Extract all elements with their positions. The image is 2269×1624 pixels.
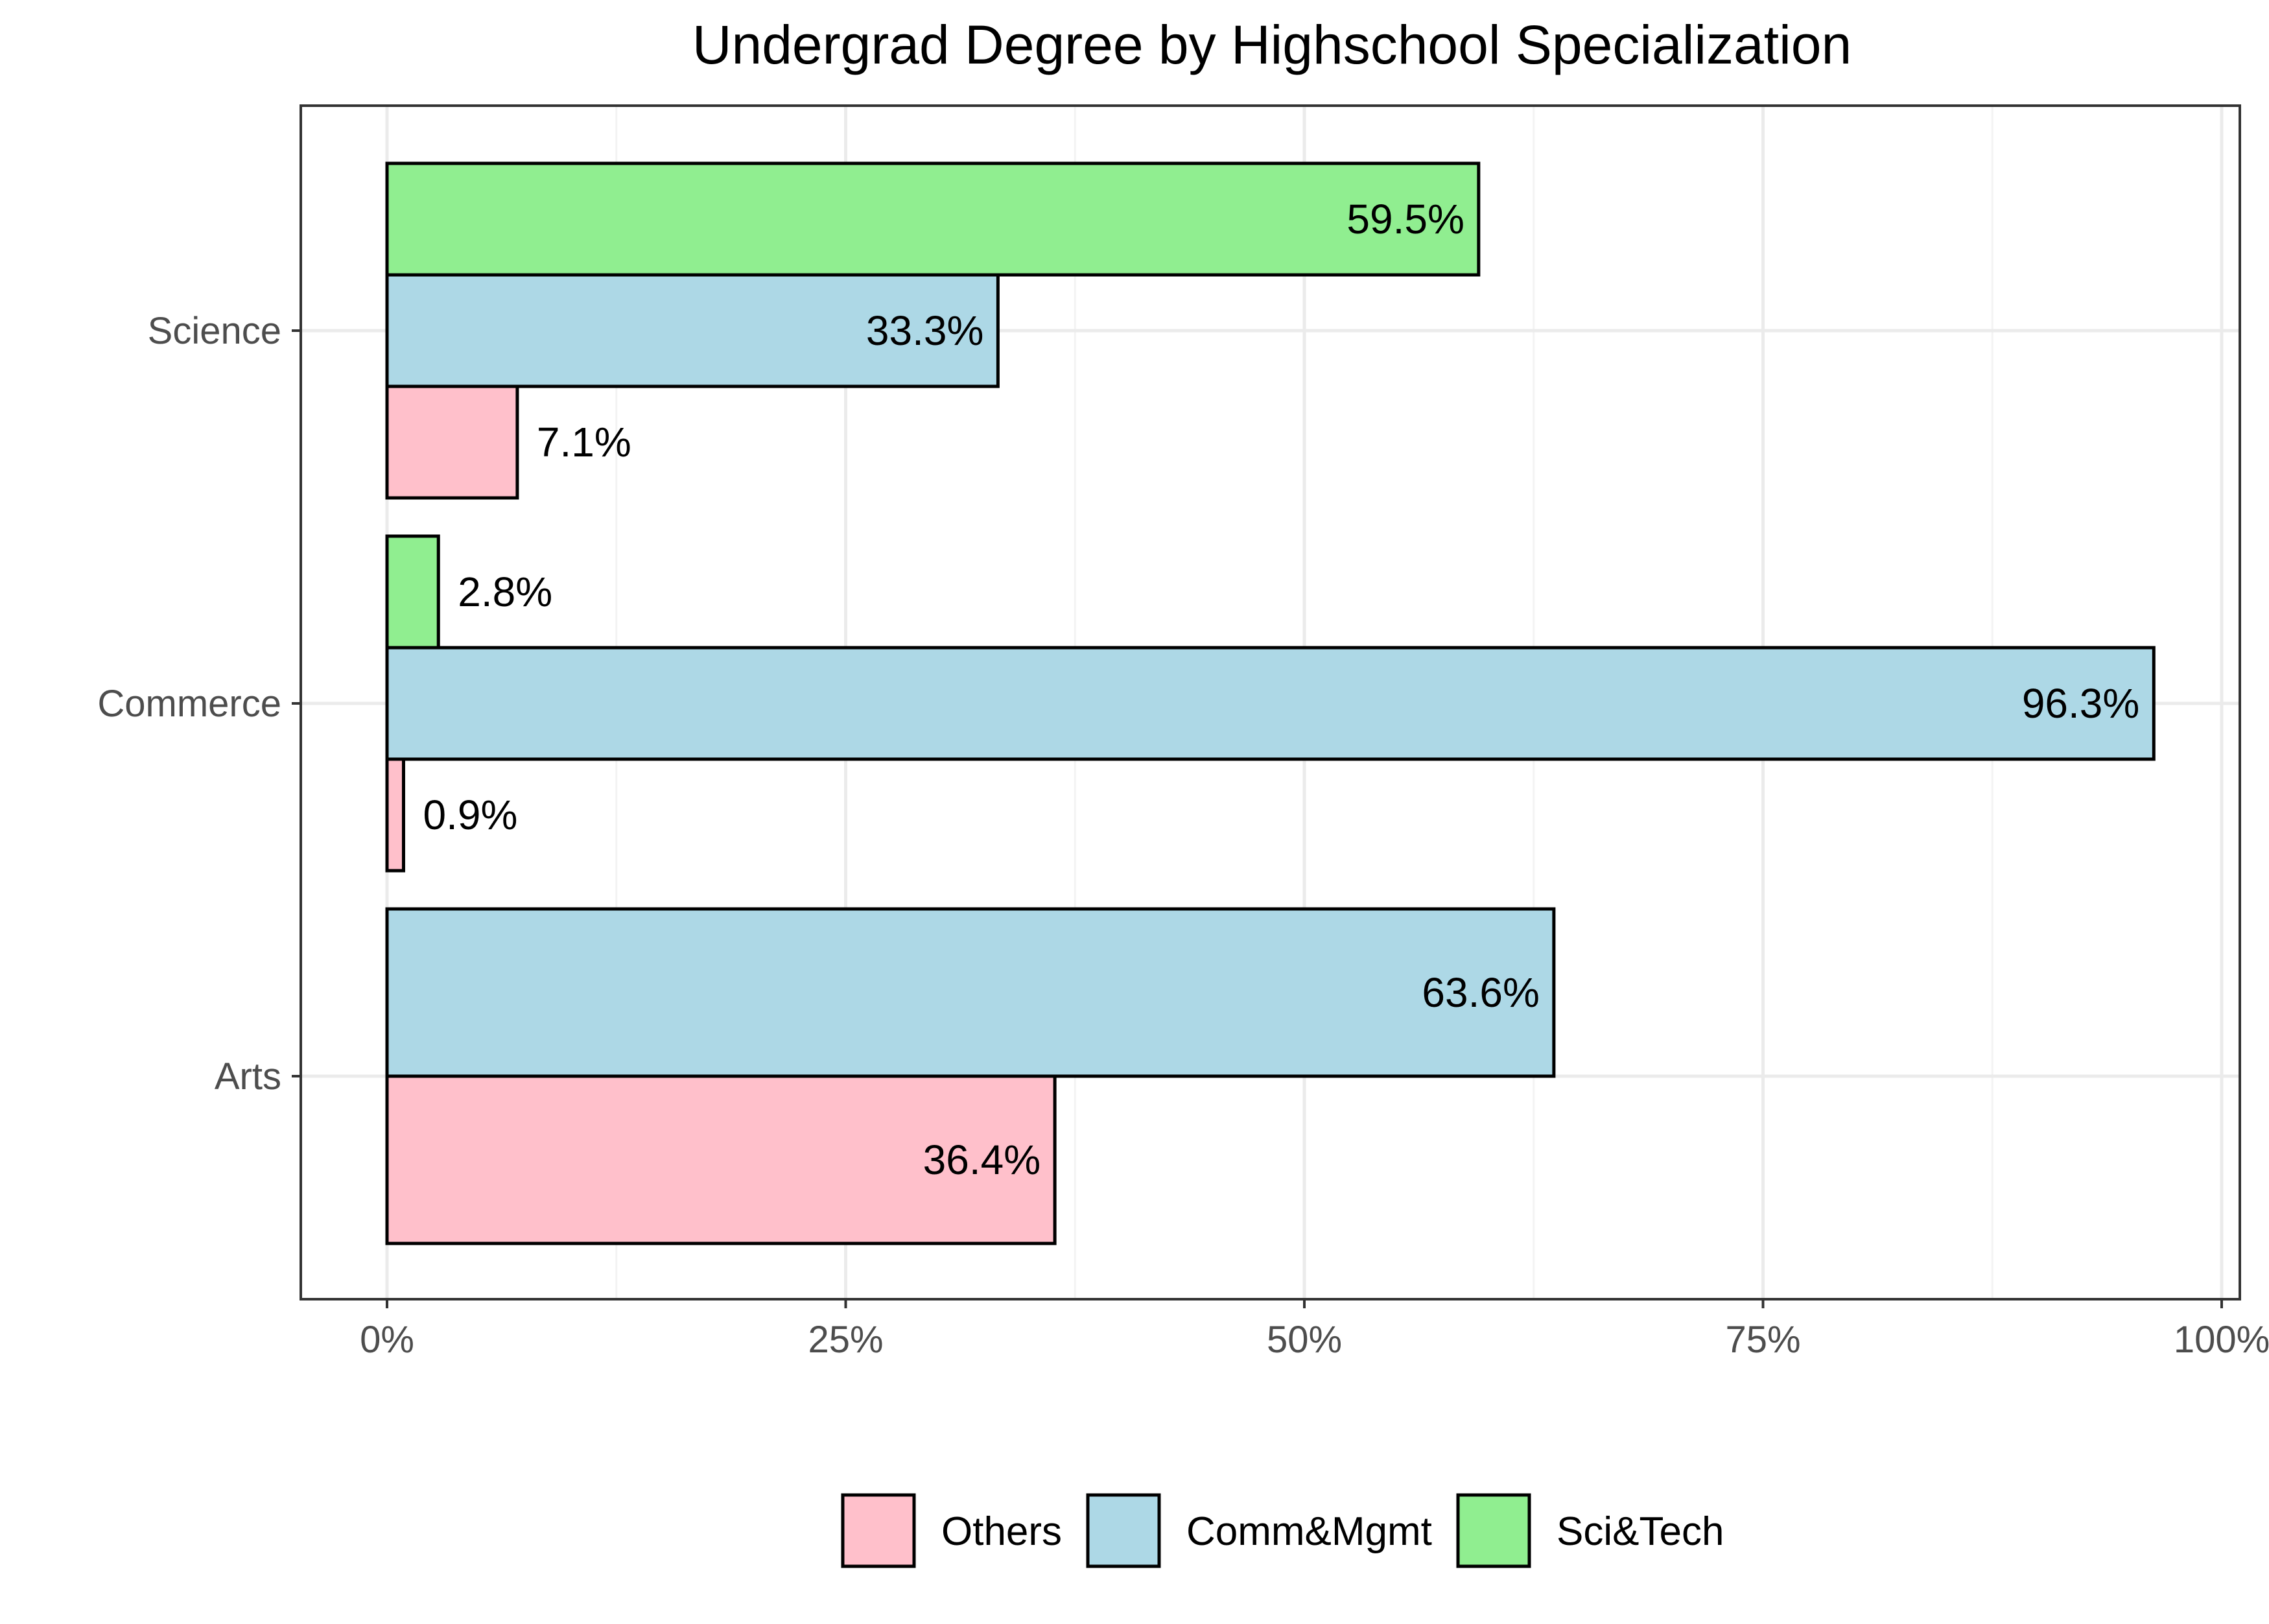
bar-arts-comm-mgmt <box>385 907 1556 1078</box>
bar-label-commerce-comm-mgmt: 96.3% <box>2022 680 2139 727</box>
x-tick-label: 75% <box>1725 1319 1800 1361</box>
bar-arts-others <box>385 1074 1057 1245</box>
x-tick-label: 25% <box>808 1319 883 1361</box>
bars <box>385 161 2156 1245</box>
x-tick-label: 100% <box>2174 1319 2269 1361</box>
bar-label-science-sci-tech: 59.5% <box>1346 196 1464 242</box>
legend: Others Comm&Mgmt Sci&Tech <box>841 1493 1724 1568</box>
legend-label-others: Others <box>941 1509 1062 1554</box>
x-tick-label: 0% <box>360 1319 414 1361</box>
bar-label-commerce-others: 0.9% <box>423 792 517 838</box>
bar-science-others <box>385 384 519 500</box>
category-label-science: Science <box>148 310 281 352</box>
legend-key-sci-tech <box>1456 1493 1531 1568</box>
bar-label-commerce-sci-tech: 2.8% <box>458 569 552 615</box>
bar-label-arts-others: 36.4% <box>923 1136 1040 1183</box>
legend-key-comm-mgmt <box>1086 1493 1161 1568</box>
category-label-arts: Arts <box>215 1055 281 1098</box>
legend-label-sci-tech: Sci&Tech <box>1557 1509 1724 1554</box>
bar-commerce-others <box>385 757 405 873</box>
bar-label-science-others: 7.1% <box>537 419 631 465</box>
legend-label-comm-mgmt: Comm&Mgmt <box>1186 1509 1432 1554</box>
chart-title: Undergrad Degree by Highschool Specializ… <box>692 14 1852 75</box>
x-tick-label: 50% <box>1267 1319 1342 1361</box>
bar-science-sci-tech <box>385 161 1481 277</box>
bar-commerce-comm-mgmt <box>385 646 2156 761</box>
bar-commerce-sci-tech <box>385 534 440 650</box>
bar-label-science-comm-mgmt: 33.3% <box>866 307 983 354</box>
legend-key-others <box>841 1493 916 1568</box>
category-label-commerce: Commerce <box>97 683 281 725</box>
bar-label-arts-comm-mgmt: 63.6% <box>1422 969 1539 1016</box>
axes: 0% 25% 50% 75% 100% Arts Commerce Science <box>97 310 2269 1361</box>
bar-labels: 36.4% 63.6% 0.9% 96.3% 2.8% 7.1% 33.3% 59.5% <box>423 196 2139 1183</box>
